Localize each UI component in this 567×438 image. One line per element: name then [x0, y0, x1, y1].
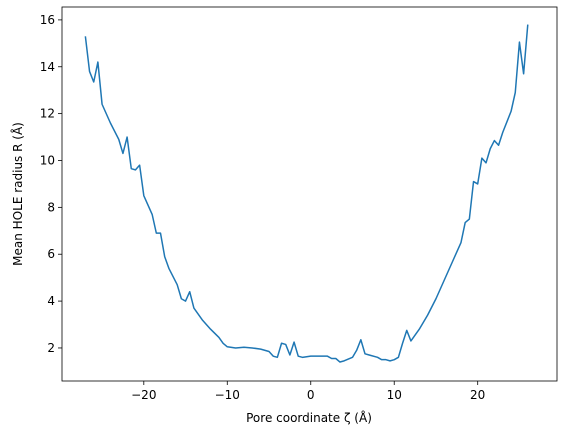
y-tick-label: 16 — [40, 13, 55, 27]
y-tick-label: 12 — [40, 107, 55, 121]
x-tick-label: 20 — [470, 388, 485, 402]
x-tick-label: 0 — [307, 388, 315, 402]
plot-frame — [61, 6, 558, 382]
y-tick-label: 2 — [47, 341, 55, 355]
y-tick-label: 10 — [40, 153, 55, 167]
y-tick-label: 8 — [47, 200, 55, 214]
x-tick-label: −20 — [131, 388, 156, 402]
y-axis-label: Mean HOLE radius R (Å) — [10, 122, 25, 266]
y-tick-label: 14 — [40, 60, 55, 74]
x-tick-label: 10 — [387, 388, 402, 402]
line — [84, 24, 529, 363]
x-axis-label: Pore coordinate ζ (Å) — [246, 410, 372, 425]
x-tick-label: −10 — [215, 388, 240, 402]
y-tick-label: 6 — [47, 247, 55, 261]
y-tick-label: 4 — [47, 294, 55, 308]
